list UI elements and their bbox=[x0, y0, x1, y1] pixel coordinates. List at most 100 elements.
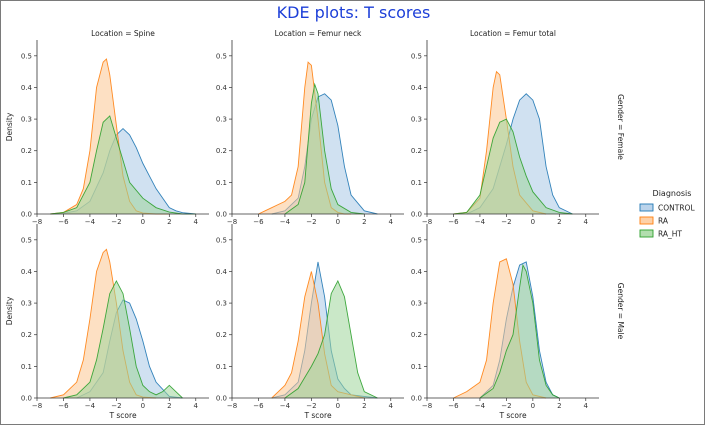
legend-swatch-ra bbox=[639, 216, 654, 225]
x-tick-label: −6 bbox=[448, 218, 459, 226]
y-tick-label: 0.0 bbox=[216, 395, 227, 403]
x-axis-label-0: T score bbox=[108, 411, 137, 420]
x-tick-label: 4 bbox=[194, 402, 199, 410]
x-tick-label: 2 bbox=[557, 402, 561, 410]
legend-label-control: CONTROL bbox=[658, 204, 695, 213]
col-title-2: Location = Femur total bbox=[470, 29, 556, 38]
x-tick-label: −6 bbox=[58, 402, 69, 410]
y-tick-label: 0.1 bbox=[21, 363, 32, 371]
x-tick-label: 4 bbox=[194, 218, 199, 226]
x-axis-label-2: T score bbox=[498, 411, 527, 420]
x-tick-label: 0 bbox=[531, 218, 535, 226]
y-tick-label: 0.1 bbox=[216, 179, 227, 187]
y-tick-label: 0.5 bbox=[21, 52, 32, 60]
x-tick-label: −6 bbox=[253, 402, 264, 410]
kde-area-ra_ht-r1c0 bbox=[63, 280, 183, 398]
kde-area-ra-r1c1 bbox=[271, 271, 365, 398]
y-tick-label: 0.5 bbox=[411, 52, 422, 60]
x-tick-label: −4 bbox=[85, 402, 96, 410]
x-tick-label: −4 bbox=[280, 402, 291, 410]
x-tick-label: −6 bbox=[58, 218, 69, 226]
y-tick-label: 0.4 bbox=[411, 84, 423, 92]
y-tick-label: 0.1 bbox=[21, 179, 32, 187]
y-tick-label: 0.2 bbox=[21, 147, 32, 155]
y-tick-label: 0.3 bbox=[216, 116, 227, 124]
x-tick-label: 2 bbox=[362, 402, 366, 410]
chart-title: KDE plots: T scores bbox=[276, 3, 431, 22]
kde-line-ra_ht-r0c0 bbox=[50, 115, 196, 215]
y-tick-label: 0.2 bbox=[216, 331, 227, 339]
y-tick-label: 0.0 bbox=[216, 211, 227, 219]
x-tick-label: 0 bbox=[336, 402, 340, 410]
y-tick-label: 0.5 bbox=[411, 236, 422, 244]
x-tick-label: −4 bbox=[475, 218, 486, 226]
y-tick-label: 0.3 bbox=[216, 300, 227, 308]
x-tick-label: −4 bbox=[475, 402, 486, 410]
x-tick-label: −2 bbox=[306, 402, 316, 410]
x-tick-label: 2 bbox=[167, 218, 171, 226]
y-tick-label: 0.0 bbox=[411, 211, 422, 219]
x-tick-label: 0 bbox=[531, 402, 535, 410]
x-tick-label: −4 bbox=[85, 218, 96, 226]
x-tick-label: −8 bbox=[32, 218, 42, 226]
row-title-0: Gender = Female bbox=[616, 94, 625, 160]
x-tick-label: −8 bbox=[227, 402, 237, 410]
y-tick-label: 0.2 bbox=[21, 331, 32, 339]
x-tick-label: −8 bbox=[422, 218, 432, 226]
legend-swatch-control bbox=[639, 203, 654, 212]
y-tick-label: 0.3 bbox=[21, 300, 32, 308]
x-tick-label: −2 bbox=[306, 218, 316, 226]
y-tick-label: 0.2 bbox=[411, 147, 422, 155]
y-tick-label: 0.1 bbox=[216, 363, 227, 371]
kde-area-ra_ht-r0c1 bbox=[284, 84, 365, 214]
y-tick-label: 0.4 bbox=[21, 268, 33, 276]
y-axis-label-0: Density bbox=[5, 112, 14, 141]
x-tick-label: −4 bbox=[280, 218, 291, 226]
x-tick-label: 0 bbox=[141, 218, 145, 226]
y-tick-label: 0.4 bbox=[21, 84, 33, 92]
y-tick-label: 0.5 bbox=[216, 52, 227, 60]
kde-line-ra_ht-r0c1 bbox=[284, 82, 365, 215]
y-tick-label: 0.2 bbox=[216, 147, 227, 155]
y-tick-label: 0.1 bbox=[411, 363, 422, 371]
kde-area-ra_ht-r1c1 bbox=[284, 280, 378, 398]
y-tick-label: 0.3 bbox=[411, 116, 422, 124]
y-tick-label: 0.4 bbox=[216, 84, 228, 92]
x-tick-label: 2 bbox=[167, 402, 171, 410]
y-tick-label: 0.0 bbox=[411, 395, 422, 403]
kde-area-ra-r0c1 bbox=[258, 62, 352, 215]
legend-label-ra: RA bbox=[658, 217, 669, 226]
kde-area-ra_ht-r1c2 bbox=[479, 265, 560, 398]
kde-area-ra-r1c0 bbox=[50, 249, 157, 398]
col-title-0: Location = Spine bbox=[91, 29, 155, 38]
y-tick-label: 0.4 bbox=[216, 268, 228, 276]
x-tick-label: 0 bbox=[336, 218, 340, 226]
kde-line-ra_ht-r1c0 bbox=[63, 279, 183, 399]
legend-swatch-ra_ht bbox=[639, 229, 654, 238]
x-tick-label: −6 bbox=[253, 218, 264, 226]
x-tick-label: −8 bbox=[32, 402, 42, 410]
y-tick-label: 0.3 bbox=[411, 300, 422, 308]
x-tick-label: −8 bbox=[227, 218, 237, 226]
kde-line-ra_ht-r1c1 bbox=[284, 279, 378, 399]
x-tick-label: 4 bbox=[389, 218, 394, 226]
x-tick-label: 4 bbox=[389, 402, 394, 410]
y-tick-label: 0.2 bbox=[411, 331, 422, 339]
kde-line-ra_ht-r0c2 bbox=[453, 118, 573, 215]
x-tick-label: −2 bbox=[501, 218, 511, 226]
y-tick-label: 0.1 bbox=[411, 179, 422, 187]
y-tick-label: 0.0 bbox=[21, 211, 32, 219]
kde-area-ra_ht-r0c2 bbox=[453, 119, 573, 214]
x-tick-label: 4 bbox=[584, 402, 589, 410]
x-tick-label: −2 bbox=[501, 402, 511, 410]
kde-area-control-r1c1 bbox=[271, 261, 378, 398]
x-tick-label: 2 bbox=[557, 218, 561, 226]
x-tick-label: 2 bbox=[362, 218, 366, 226]
x-tick-label: −2 bbox=[111, 402, 121, 410]
kde-area-control-r0c2 bbox=[466, 93, 573, 214]
y-tick-label: 0.5 bbox=[216, 236, 227, 244]
y-tick-label: 0.0 bbox=[21, 395, 32, 403]
col-title-1: Location = Femur neck bbox=[275, 29, 362, 38]
x-tick-label: −6 bbox=[448, 402, 459, 410]
